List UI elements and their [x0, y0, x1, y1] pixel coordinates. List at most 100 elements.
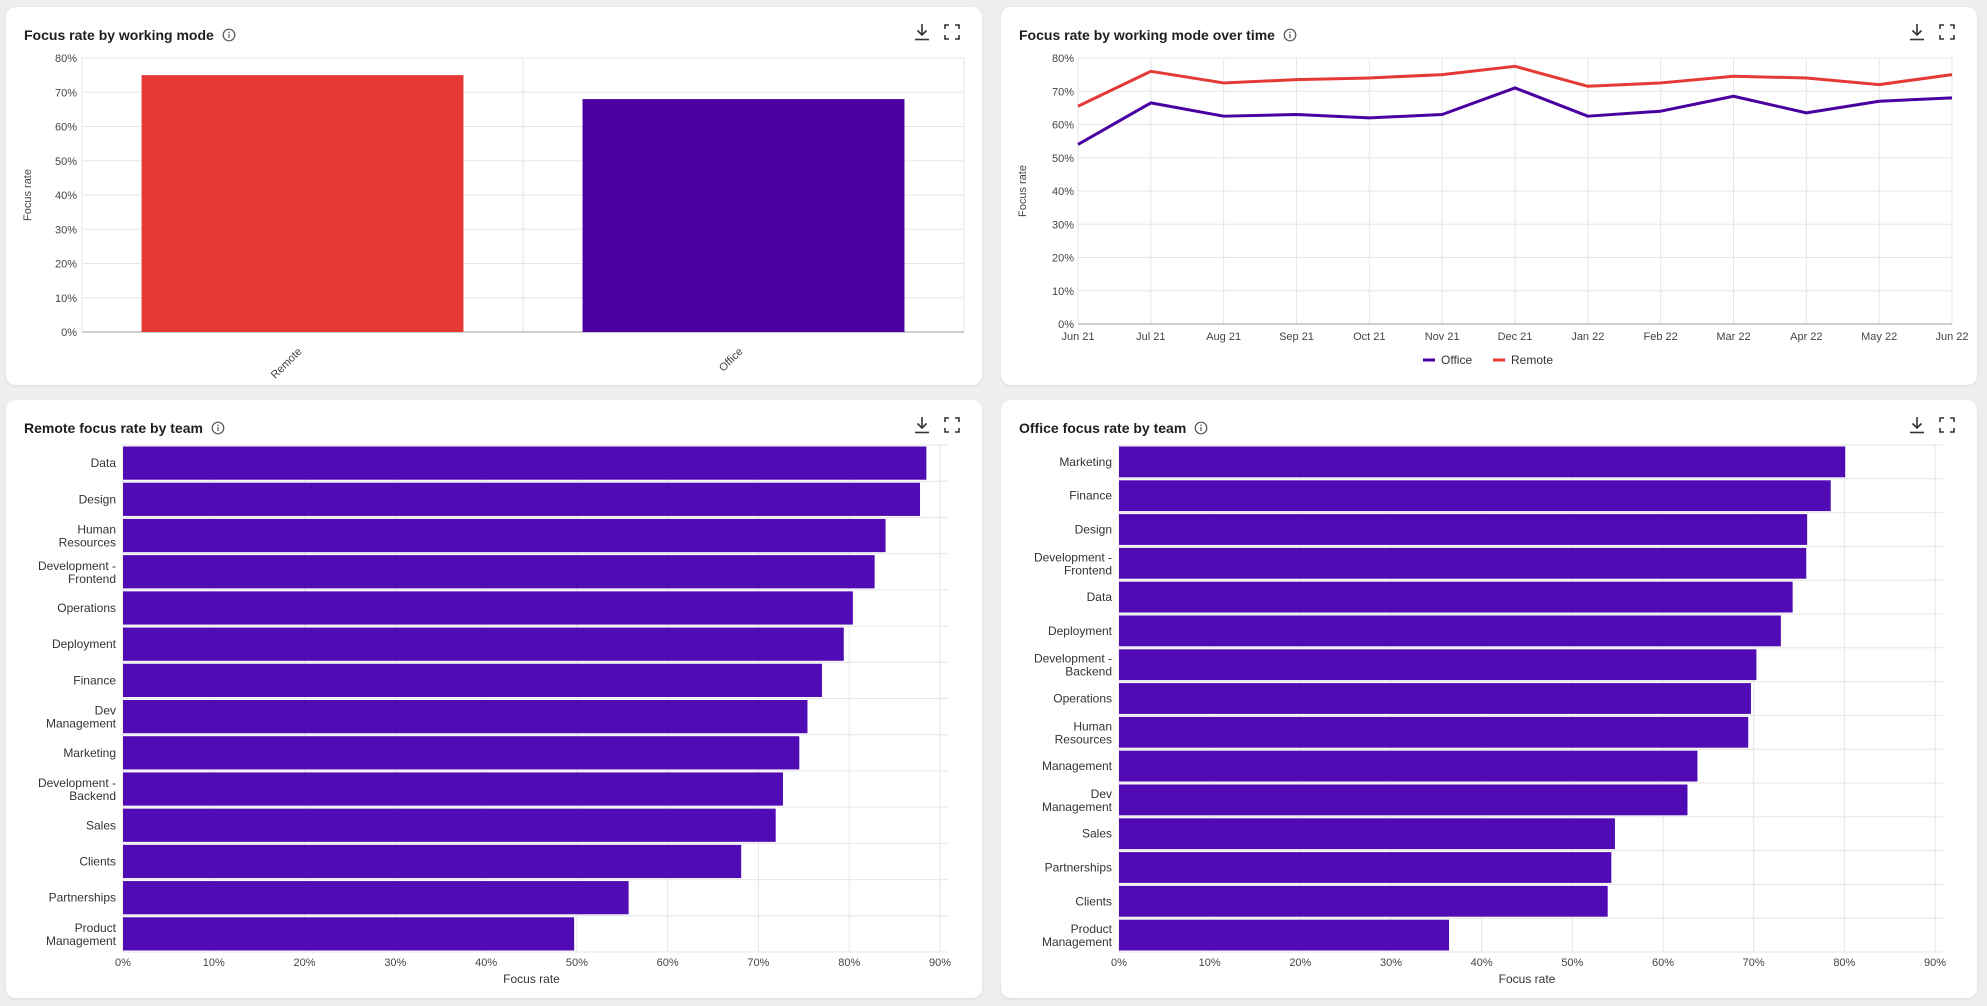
x-tick-label: 30% [1380, 957, 1402, 969]
y-tick-label: Dev [95, 704, 116, 718]
download-icon[interactable] [914, 416, 930, 434]
x-tick-label: 20% [294, 957, 316, 969]
bar-team [123, 446, 927, 480]
x-tick-label: Oct 21 [1353, 331, 1385, 343]
x-tick-label: May 22 [1861, 331, 1897, 343]
bar-team [1119, 919, 1450, 951]
x-tick-label: Apr 22 [1790, 331, 1822, 343]
y-axis-label: Focus rate [1017, 165, 1029, 217]
download-icon[interactable] [1909, 416, 1925, 434]
bar-team [123, 591, 853, 625]
fullscreen-icon[interactable] [944, 23, 960, 41]
download-icon[interactable] [1909, 23, 1925, 41]
series-line-remote [1077, 64, 1953, 108]
info-icon[interactable] [1283, 28, 1297, 42]
y-tick-label: 80% [1052, 53, 1074, 65]
bar-team [123, 881, 629, 915]
bar-team [1119, 446, 1846, 478]
y-tick-label: Design [1075, 523, 1112, 537]
y-tick-label: 60% [55, 122, 77, 134]
x-tick-label: 10% [1199, 957, 1221, 969]
card-title: Focus rate by working mode over time [1019, 27, 1275, 43]
y-tick-label: Clients [1075, 894, 1112, 908]
x-tick-label: Jun 21 [1061, 331, 1094, 343]
download-icon[interactable] [914, 23, 930, 41]
y-tick-label: Operations [1053, 692, 1112, 706]
x-tick-label: 50% [1561, 957, 1583, 969]
card-title: Office focus rate by team [1019, 420, 1187, 436]
bar-team [123, 772, 783, 806]
y-tick-label: Resources [1055, 732, 1112, 746]
y-tick-label: 70% [55, 87, 77, 99]
y-tick-label: 30% [1052, 219, 1074, 231]
chart-card-remote-by-team: Remote focus rate by team 0% 10% 20% 30% 40%… [6, 400, 982, 998]
x-tick-label: 80% [838, 957, 860, 969]
info-icon[interactable] [1194, 421, 1208, 435]
bar-team [123, 844, 742, 879]
y-tick-label: 0% [61, 327, 77, 339]
x-tick-label: 70% [747, 957, 769, 969]
bar-office [582, 99, 905, 332]
y-tick-label: 40% [55, 190, 77, 202]
y-tick-label: Human [77, 523, 116, 537]
x-tick-label: Dec 21 [1498, 331, 1533, 343]
office-team-bar-chart: 0% 10% 20% 30% 40% 50% 60% 70% 80% 90% Marketing Fi… [1034, 444, 1946, 986]
fullscreen-icon[interactable] [944, 416, 960, 434]
x-tick-label: 40% [475, 957, 497, 969]
y-tick-label: Frontend [1064, 563, 1112, 577]
y-tick-label: Backend [69, 789, 116, 803]
y-tick-label: Partnerships [49, 891, 116, 905]
bar-team [1119, 716, 1749, 748]
card-tools [1909, 416, 1955, 434]
chart-card-office-by-team: Office focus rate by team 0% 10% 20% 30% 40%… [1001, 400, 1977, 998]
fullscreen-icon[interactable] [1939, 416, 1955, 434]
y-tick-label: 10% [55, 293, 77, 305]
fullscreen-icon[interactable] [1939, 23, 1955, 41]
y-tick-label: Resources [59, 536, 116, 550]
y-axis-label: Focus rate [22, 169, 34, 221]
y-tick-label: Development - [38, 559, 116, 573]
y-tick-label: Data [1087, 590, 1113, 604]
x-tick-label: 80% [1833, 957, 1855, 969]
x-tick-label: 0% [1111, 957, 1127, 969]
card-tools [914, 416, 960, 434]
card-header: Focus rate by working mode over time [1019, 25, 1297, 45]
y-tick-label: 70% [1052, 86, 1074, 98]
x-axis-label: Focus rate [1499, 972, 1556, 986]
card-tools [914, 23, 960, 41]
info-icon[interactable] [211, 421, 225, 435]
y-tick-label: 10% [1052, 286, 1074, 298]
info-icon[interactable] [222, 28, 236, 42]
y-tick-label: Partnerships [1045, 861, 1112, 875]
y-tick-label: Management [46, 934, 117, 948]
bar-team [1119, 649, 1757, 681]
y-tick-label: Human [1073, 719, 1112, 733]
y-tick-label: Development - [1034, 550, 1112, 564]
bar-team [1119, 885, 1608, 917]
legend-label-office: Office [1441, 353, 1472, 367]
y-tick-label: Backend [1065, 665, 1112, 679]
y-tick-label: Frontend [68, 572, 116, 586]
x-tick-label: 60% [1652, 957, 1674, 969]
bar-team [123, 736, 800, 770]
x-tick-label: Feb 22 [1644, 331, 1678, 343]
bar-team [1119, 750, 1698, 782]
x-tick-label: Nov 21 [1425, 331, 1460, 343]
y-tick-label: Marketing [1059, 455, 1112, 469]
bar-team [123, 663, 822, 697]
bar-team [123, 627, 844, 661]
x-tick-label: 40% [1471, 957, 1493, 969]
x-tick-label: Office [717, 346, 746, 375]
x-tick-label: Sep 21 [1279, 331, 1314, 343]
remote-team-bar-chart: 0% 10% 20% 30% 40% 50% 60% 70% 80% 90% Data Design H… [38, 444, 951, 986]
x-tick-label: Jul 21 [1136, 331, 1165, 343]
x-tick-label: 10% [203, 957, 225, 969]
y-tick-label: 50% [1052, 153, 1074, 165]
y-tick-label: Marketing [63, 746, 116, 760]
x-tick-label: Remote [269, 346, 305, 382]
bar-remote [141, 75, 464, 332]
x-tick-label: 20% [1289, 957, 1311, 969]
card-title: Focus rate by working mode [24, 27, 214, 43]
x-tick-label: 0% [115, 957, 131, 969]
y-tick-label: Sales [86, 818, 116, 832]
